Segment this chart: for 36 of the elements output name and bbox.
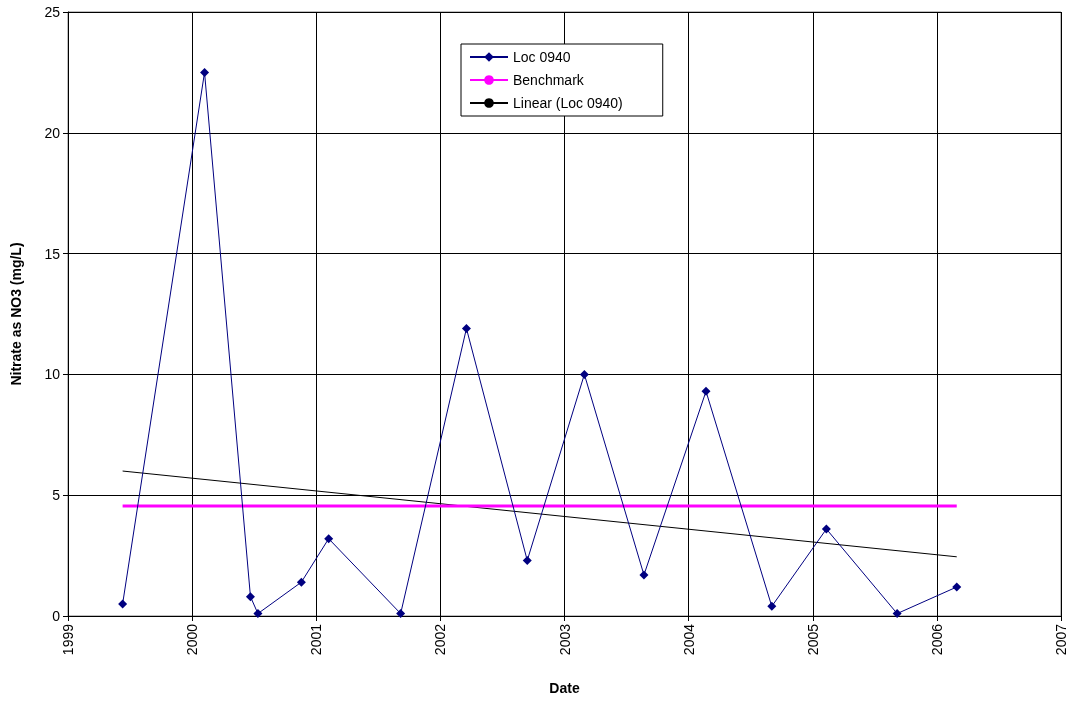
legend-label: Loc 0940 bbox=[513, 49, 571, 65]
point bbox=[461, 324, 471, 333]
point bbox=[767, 601, 777, 611]
point bbox=[892, 609, 902, 619]
point bbox=[821, 524, 831, 534]
y-tick-label: 0 bbox=[52, 608, 61, 624]
point bbox=[245, 592, 255, 602]
point bbox=[200, 67, 210, 77]
x-tick-label: 2003 bbox=[556, 623, 573, 656]
x-tick-label: 2005 bbox=[804, 623, 821, 656]
point bbox=[324, 534, 334, 544]
point bbox=[253, 609, 263, 619]
y-tick-label: 25 bbox=[44, 4, 61, 20]
x-tick-label: 2004 bbox=[680, 623, 697, 656]
x-tick-label: 2001 bbox=[308, 623, 325, 656]
y-tick-label: 15 bbox=[44, 245, 61, 262]
y-tick-label: 10 bbox=[44, 366, 61, 383]
x-axis-title: Date bbox=[549, 680, 580, 696]
legend-label: Linear (Loc 0940) bbox=[513, 95, 623, 111]
point bbox=[701, 386, 711, 396]
point bbox=[639, 570, 649, 580]
x-tick-label: 2007 bbox=[1053, 623, 1068, 656]
point bbox=[396, 609, 406, 619]
y-tick-label: 5 bbox=[52, 487, 61, 504]
x-tick-label: 2000 bbox=[184, 623, 201, 656]
point bbox=[522, 555, 532, 565]
legend-label: Benchmark bbox=[513, 72, 585, 88]
point bbox=[579, 369, 589, 379]
point bbox=[952, 582, 962, 592]
x-tick-label: 1999 bbox=[60, 623, 76, 656]
x-tick-label: 2002 bbox=[432, 623, 449, 656]
y-axis-title: Nitrate as NO3 (mg/L) bbox=[8, 242, 24, 386]
point bbox=[118, 599, 128, 609]
x-tick-label: 2006 bbox=[928, 623, 945, 656]
y-tick-label: 20 bbox=[44, 124, 61, 141]
point bbox=[296, 577, 306, 587]
